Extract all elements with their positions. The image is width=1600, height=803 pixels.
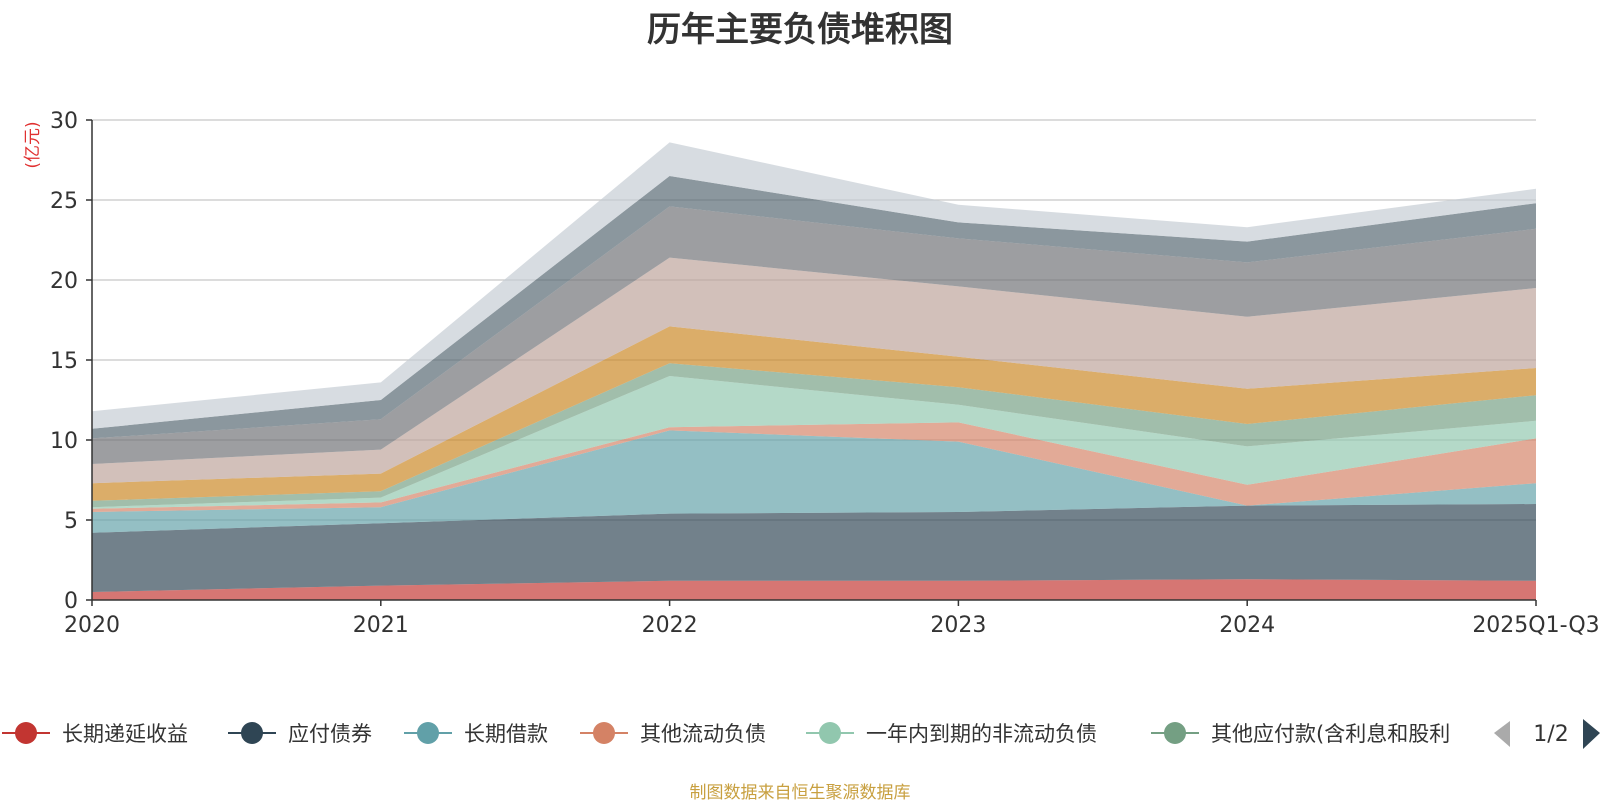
legend-marker-icon [417,722,439,744]
legend-label: 其他流动负债 [640,722,766,746]
area-series-4[interactable] [92,376,1536,509]
x-tick-label: 2025Q1-Q3 [1472,613,1599,638]
legend-item[interactable]: 一年内到期的非流动负债 [806,722,1097,746]
y-tick-label: 10 [50,429,78,454]
legend: 长期递延收益 应付债券 长期借款 其他流动负债 一年内到期的非流动负债 其他应付款(含利息… [2,719,1600,749]
source-note: 制图数据来自恒生聚源数据库 [689,783,911,803]
legend-item[interactable]: 应付债券 [228,722,372,746]
legend-marker-icon [241,722,263,744]
x-tick-label: 2021 [353,613,409,638]
legend-label: 应付债券 [288,722,372,746]
legend-label: 长期递延收益 [62,722,188,746]
legend-item[interactable]: 长期借款 [404,722,548,746]
area-series-2[interactable] [92,430,1536,533]
chart-title: 历年主要负债堆积图 [647,10,953,50]
x-tick-label: 2023 [930,613,986,638]
legend-pager: 1/2 [1494,719,1600,749]
x-tick-label: 2022 [642,613,698,638]
area-series-6[interactable] [92,326,1536,501]
triangle-left-icon[interactable] [1494,721,1510,747]
legend-item[interactable]: 其他应付款(含利息和股利 [1151,722,1450,746]
legend-label: 长期借款 [464,722,548,746]
stacked-areas [92,142,1536,600]
legend-marker-icon [15,722,37,744]
area-series-10[interactable] [92,142,1536,429]
legend-label: 一年内到期的非流动负债 [866,722,1097,746]
axes: 0 5 10 15 20 25 30 2020 2021 2022 2023 2024 2025Q1-Q… [50,109,1600,638]
legend-page-number: 1/2 [1533,722,1568,747]
area-series-3[interactable] [92,422,1536,512]
area-series-7[interactable] [92,257,1536,484]
x-tick-label: 2020 [64,613,120,638]
area-series-1[interactable] [92,504,1536,592]
y-unit-label: (亿元) [23,121,43,168]
y-tick-label: 25 [50,189,78,214]
legend-label: 其他应付款(含利息和股利 [1211,722,1450,746]
y-tick-label: 20 [50,269,78,294]
legend-marker-icon [819,722,841,744]
y-tick-label: 5 [64,509,78,534]
area-series-0[interactable] [92,579,1536,600]
triangle-right-icon[interactable] [1583,719,1600,749]
legend-item[interactable]: 其他流动负债 [580,722,766,746]
legend-item[interactable]: 长期递延收益 [2,722,188,746]
x-tick-label: 2024 [1219,613,1275,638]
y-tick-label: 30 [50,109,78,134]
area-series-8[interactable] [92,206,1536,464]
area-series-9[interactable] [92,176,1536,439]
y-tick-label: 0 [64,589,78,614]
y-tick-label: 15 [50,349,78,374]
legend-marker-icon [593,722,615,744]
area-series-5[interactable] [92,363,1536,508]
legend-marker-icon [1164,722,1186,744]
